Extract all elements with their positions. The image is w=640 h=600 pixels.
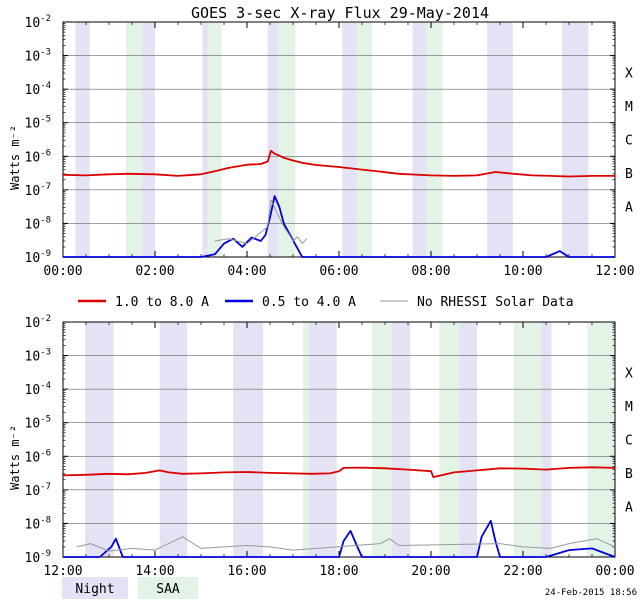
x-tick-label-6: 12:00 [595,264,634,279]
night-shade-0 [85,322,114,557]
y-tick-label-2: 10-7 [25,482,52,499]
y-tick-label-5: 10-4 [25,381,52,398]
series-legend: 1.0 to 8.0 A 0.5 to 4.0 A No RHESSI Solar … [78,295,574,310]
saa-shade-4 [207,22,222,257]
night-shade-7 [342,22,357,257]
night-legend-swatch [62,577,128,599]
series-long-line [62,149,615,178]
night-shade-9 [412,22,427,257]
night-shade-0 [75,22,90,257]
x-tick-label-1: 02:00 [135,264,174,279]
night-shade-2 [142,22,155,257]
saa-legend-label: SAA [156,582,180,597]
saa-legend-swatch [138,577,198,599]
night-shade-5 [267,22,279,257]
night-shade-6 [391,322,411,557]
saa-shade-9 [513,322,542,557]
y-tick-label-1: 10-8 [25,215,52,232]
y-axis-label: Watts m⁻² [8,125,22,190]
top-panel: 10-910-810-710-610-510-410-310-200:00 02:… [8,14,635,279]
y-tick-label-7: 10-2 [25,314,52,331]
y-tick-label-4: 10-5 [25,115,52,132]
series-norhessi-line [76,536,616,552]
saa-shade-10 [426,22,443,257]
night-shade-10 [541,322,552,557]
saa-shade-11 [587,322,615,557]
night-shade-8 [459,322,477,557]
night-shade-11 [487,22,513,257]
saa-shade-3 [303,322,310,557]
y-tick-label-3: 10-6 [25,448,52,465]
class-label-A: A [625,501,633,516]
x-tick-label-0: 12:00 [43,564,82,579]
night-shade-2 [233,322,264,557]
saa-shade-7 [439,322,460,557]
y-tick-label-6: 10-3 [25,348,52,365]
legend-label-short: 0.5 to 4.0 A [262,295,356,310]
x-tick-label-5: 22:00 [503,564,542,579]
saa-shade-5 [372,322,392,557]
saa-shade-1 [126,22,143,257]
night-legend-label: Night [75,582,114,597]
night-shade-3 [202,22,208,257]
bottom-panel: 10-910-810-710-610-510-410-310-212:00 14:… [8,314,635,579]
saa-shade-6 [278,22,296,257]
class-label-M: M [625,400,633,415]
x-tick-label-5: 10:00 [503,264,542,279]
class-label-M: M [625,100,633,115]
x-tick-label-0: 00:00 [43,264,82,279]
y-tick-label-3: 10-6 [25,148,52,165]
y-tick-label-1: 10-8 [25,515,52,532]
y-axis-label: Watts m⁻² [8,425,22,490]
x-tick-label-4: 08:00 [411,264,450,279]
class-label-C: C [625,134,633,149]
class-label-B: B [625,467,633,482]
x-tick-label-3: 18:00 [319,564,358,579]
y-tick-label-7: 10-2 [25,14,52,31]
series-norhessi-line [214,199,308,245]
x-tick-label-2: 16:00 [227,564,266,579]
y-tick-label-5: 10-4 [25,81,52,98]
shading-legend: Night SAA [62,577,198,599]
x-tick-label-1: 14:00 [135,564,174,579]
x-tick-label-2: 04:00 [227,264,266,279]
x-tick-label-3: 06:00 [319,264,358,279]
chart-title: GOES 3-sec X-ray Flux 29-May-2014 [191,4,489,22]
class-label-B: B [625,167,633,182]
saa-shade-8 [356,22,373,257]
series-long-line [62,466,616,479]
legend-label-norhessi: No RHESSI Solar Data [417,295,574,310]
y-tick-label-2: 10-7 [25,182,52,199]
x-tick-label-4: 20:00 [411,564,450,579]
class-label-X: X [625,366,633,381]
class-label-X: X [625,66,633,81]
night-shade-4 [309,322,337,557]
series-short-line [63,519,616,558]
legend-label-long: 1.0 to 8.0 A [115,295,209,310]
class-label-C: C [625,434,633,449]
y-tick-label-6: 10-3 [25,48,52,65]
x-tick-label-6: 00:00 [595,564,634,579]
night-shade-1 [159,322,188,557]
night-shade-12 [562,22,589,257]
class-label-A: A [625,201,633,216]
series-short-line [63,195,615,258]
timestamp: 24-Feb-2015 18:56 [545,588,637,598]
y-tick-label-4: 10-5 [25,415,52,432]
